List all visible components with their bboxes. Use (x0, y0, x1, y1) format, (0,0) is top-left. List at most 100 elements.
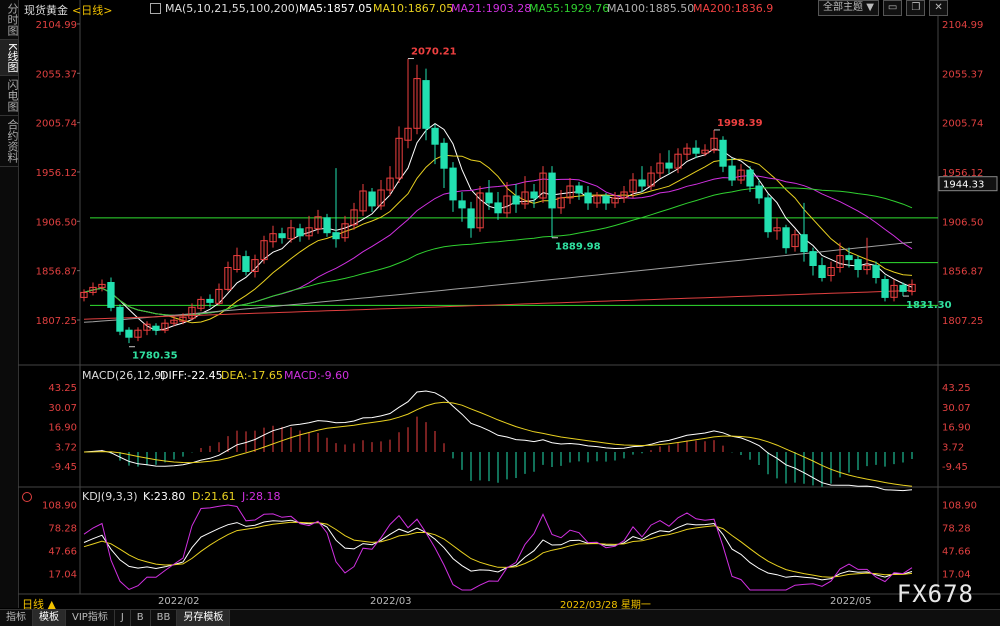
candle-body (386, 177, 394, 191)
restore-icon[interactable]: ❐ (906, 0, 926, 16)
candle-body (737, 169, 745, 181)
candle-body (728, 165, 736, 181)
candle-body (836, 255, 844, 269)
candle-body (539, 172, 547, 199)
candle-body (629, 179, 637, 193)
candle-body (377, 189, 385, 207)
topbar: 全部主题 ▼ ▭ ❐ ✕ (818, 0, 948, 16)
footer-tab-4[interactable]: B (131, 610, 151, 626)
footer-tab-3[interactable]: J (115, 610, 131, 626)
macd-tick-right: 30.07 (942, 403, 971, 414)
candle-body (233, 255, 241, 271)
kdj-tick-left: 78.28 (48, 524, 77, 535)
macd-diff: DIFF:-22.45 (160, 369, 223, 382)
sidebar-tab-0[interactable]: 分时图 (0, 0, 19, 40)
x-label-may: 2022/05 (830, 596, 872, 607)
candle-body (701, 149, 709, 154)
candle-body (332, 232, 340, 240)
candle-body (413, 78, 421, 129)
candle-body (719, 139, 727, 167)
macd-tick-right: -9.45 (942, 462, 968, 473)
sidebar-tab-3[interactable]: 合约资料 (0, 116, 19, 168)
annotation-label: 1889.98 (555, 242, 601, 253)
macd-dea-line (83, 401, 913, 487)
price-tick-right: 1906.50 (942, 217, 983, 228)
price-tick-left: 1856.87 (36, 267, 77, 278)
ma10-line (83, 154, 913, 324)
candle-body (881, 279, 889, 298)
price-tick-left: 2104.99 (36, 20, 77, 31)
candle-body (485, 192, 493, 204)
candle-body (494, 202, 502, 214)
candle-body (647, 172, 655, 187)
kdj-tick-right: 17.04 (942, 569, 971, 580)
candle-body (512, 195, 520, 205)
candle-body (260, 240, 268, 261)
footer-tab-2[interactable]: VIP指标 (66, 610, 115, 626)
candle-body (188, 306, 196, 319)
close-icon[interactable]: ✕ (929, 0, 948, 16)
ma-settings-icon[interactable] (150, 3, 161, 14)
footer-tab-6[interactable]: 另存模板 (177, 610, 231, 626)
candle-body (305, 227, 313, 237)
macd-diff-line (83, 390, 913, 492)
candle-body (872, 265, 880, 279)
macd-value: MACD:-9.60 (284, 369, 350, 382)
candle-body (125, 329, 133, 338)
macd-tick-right: 43.25 (942, 383, 971, 394)
candle-body (197, 298, 205, 309)
candle-body (782, 227, 790, 249)
footer-tab-5[interactable]: BB (151, 610, 178, 626)
kdj-tick-left: 108.90 (42, 501, 77, 512)
candle-body (395, 137, 403, 179)
price-tick-left: 1906.50 (36, 217, 77, 228)
candle-body (764, 197, 772, 233)
candle-body (422, 80, 430, 129)
candle-body (269, 233, 277, 243)
minimize-icon[interactable]: ▭ (882, 0, 903, 16)
macd-dea: DEA:-17.65 (221, 369, 283, 382)
candle-body (368, 191, 376, 207)
chart-canvas[interactable]: 2070.21 1998.39 1889.98 1780.35 1831.30 2104… (0, 0, 1000, 609)
instrument-name: 现货黄金 (24, 4, 68, 17)
candle-body (809, 251, 817, 267)
candle-body (575, 185, 583, 194)
candle-body (818, 265, 826, 279)
sidebar-tab-1[interactable]: K线图 (0, 40, 19, 77)
kdj-tick-right: 78.28 (942, 524, 971, 535)
candle-body (602, 195, 610, 204)
candle-body (161, 322, 169, 331)
x-label-feb: 2022/02 (158, 596, 200, 607)
candle-body (611, 197, 619, 204)
kdj-indicator-icon[interactable] (22, 492, 32, 502)
candle-body (674, 153, 682, 169)
annotation-label: 1780.35 (132, 351, 178, 362)
annotation-label: 1831.30 (906, 300, 952, 311)
candle-body (863, 265, 871, 271)
price-tick-left: 2005.74 (36, 119, 77, 130)
ma55-value: MA55:1929.76 (529, 2, 610, 15)
sidebar-tab-2[interactable]: 闪电图 (0, 76, 19, 117)
candle-body (530, 191, 538, 199)
period-selector[interactable]: 日线 ▲ (22, 598, 56, 611)
macd-tick-left: 30.07 (48, 403, 77, 414)
theme-select[interactable]: 全部主题 ▼ (818, 0, 879, 16)
candle-body (854, 259, 862, 271)
candle-body (593, 195, 601, 204)
candle-body (458, 200, 466, 209)
kdj-k-line (83, 519, 913, 581)
candle-body (566, 185, 574, 199)
macd-tick-left: 16.90 (48, 423, 77, 434)
candle-body (683, 147, 691, 155)
ma100-value: MA100:1885.50 (607, 2, 695, 15)
candle-body (845, 255, 853, 261)
period-tag: <日线> (72, 4, 113, 17)
sidebar: 分时图 K线图 闪电图 合约资料 (0, 0, 19, 608)
footer-tab-0[interactable]: 指标 (0, 610, 33, 626)
ma10-value: MA10:1867.05 (373, 2, 454, 15)
x-label-mar: 2022/03 (370, 596, 412, 607)
footer-tab-1[interactable]: 模板 (33, 610, 66, 626)
candle-body (80, 291, 88, 298)
candle-body (755, 185, 763, 199)
candle-body (98, 283, 106, 288)
